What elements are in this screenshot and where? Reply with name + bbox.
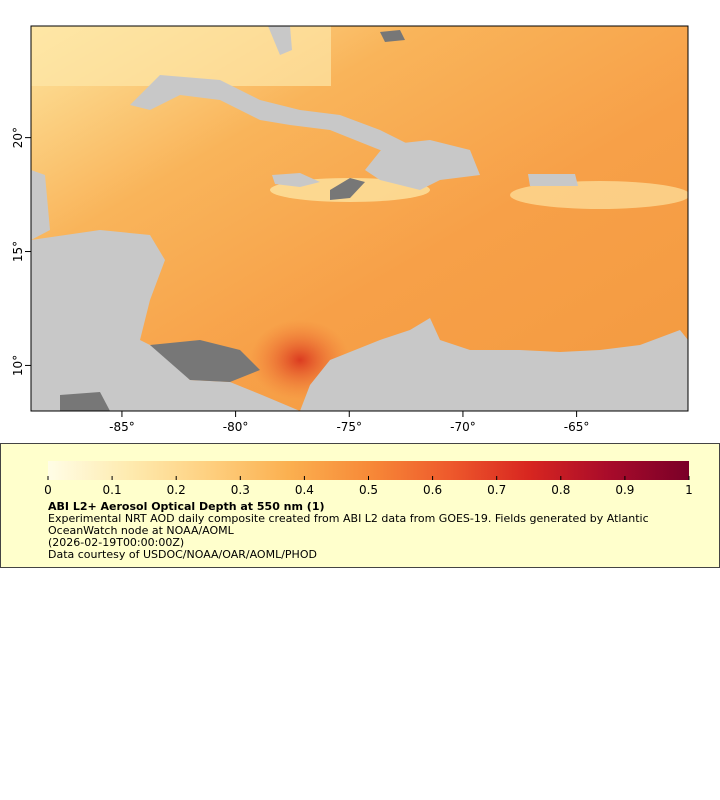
colorbar-tick-label: 0.3 <box>231 483 250 497</box>
colorbar-tick-label: 0.5 <box>359 483 378 497</box>
y-tick-label: 15° <box>11 241 25 262</box>
legend-box: 0 0.1 0.2 0.3 0.4 0.5 0.6 0.7 0.8 0.9 1 ABI L2+ Ae… <box>0 443 720 568</box>
colorbar-tick-label: 0.2 <box>167 483 186 497</box>
credit: Data courtesy of USDOC/NOAA/OAR/AOML/PHO… <box>48 548 317 561</box>
colorbar-scale <box>48 461 689 480</box>
colorbar-tick-label: 0.1 <box>103 483 122 497</box>
description: Experimental NRT AOD daily composite cre… <box>48 512 649 525</box>
colorbar: 0 0.1 0.2 0.3 0.4 0.5 0.6 0.7 0.8 0.9 1 <box>44 461 693 497</box>
x-tick-label: -70° <box>450 420 476 434</box>
x-tick-label: -75° <box>336 420 362 434</box>
colorbar-tick-label: 0.4 <box>295 483 314 497</box>
map-frame <box>30 25 689 412</box>
map: -85° -80° -75° -70° -65° 10° 15° 20° <box>11 25 689 434</box>
colorbar-title: ABI L2+ Aerosol Optical Depth at 550 nm … <box>48 500 325 513</box>
y-tick-label: 20° <box>11 127 25 148</box>
y-tick-label: 10° <box>11 355 25 376</box>
legend-text: ABI L2+ Aerosol Optical Depth at 550 nm … <box>48 501 698 561</box>
colorbar-tick-label: 1 <box>685 483 693 497</box>
description: OceanWatch node at NOAA/AOML <box>48 524 234 537</box>
colorbar-tick-label: 0.9 <box>615 483 634 497</box>
colorbar-tick-label: 0.7 <box>487 483 506 497</box>
x-tick-label: -85° <box>109 420 135 434</box>
x-tick-label: -80° <box>223 420 249 434</box>
colorbar-tick-label: 0.8 <box>551 483 570 497</box>
map-image <box>31 26 688 411</box>
date: (2026-02-19T00:00:00Z) <box>48 536 185 549</box>
colorbar-tick-label: 0 <box>44 483 52 497</box>
colorbar-tick-label: 0.6 <box>423 483 442 497</box>
x-tick-label: -65° <box>564 420 590 434</box>
